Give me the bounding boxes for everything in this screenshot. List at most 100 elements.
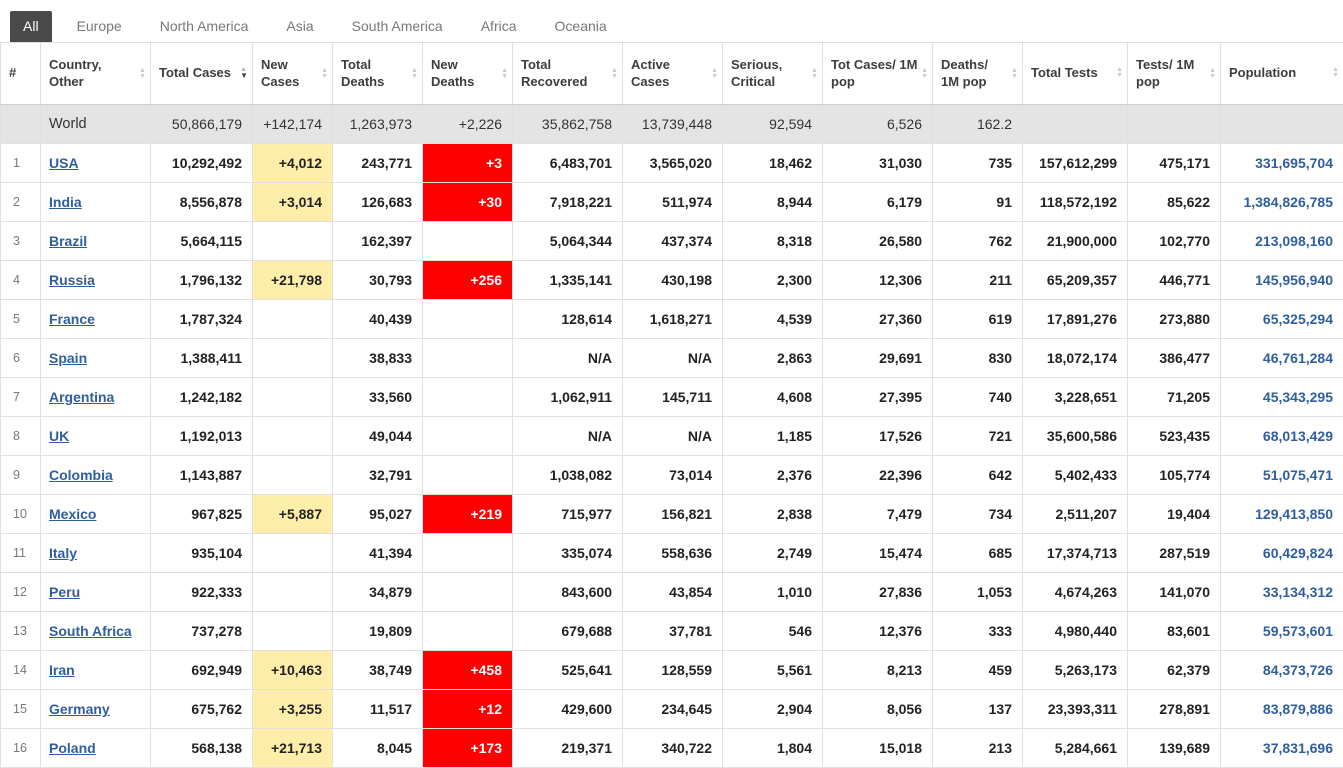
column-header-active_cases[interactable]: Active Cases▲▼	[623, 43, 723, 105]
country-link[interactable]: Russia	[49, 272, 95, 288]
tot-cases-1m-cell: 27,360	[823, 300, 933, 339]
tab-europe[interactable]: Europe	[64, 11, 135, 42]
total-cases-cell: 922,333	[151, 573, 253, 612]
country-link[interactable]: Argentina	[49, 389, 114, 405]
active-cases-cell: 156,821	[623, 495, 723, 534]
total-recovered-cell: 843,600	[513, 573, 623, 612]
country-link[interactable]: Spain	[49, 350, 87, 366]
country-link[interactable]: India	[49, 194, 82, 210]
population-link[interactable]: 65,325,294	[1263, 311, 1333, 327]
tab-north-america[interactable]: North America	[147, 11, 262, 42]
population-cell: 45,343,295	[1221, 378, 1343, 417]
tests-1m-cell: 62,379	[1128, 651, 1221, 690]
sort-toggle-icon: ▲▼	[921, 68, 928, 80]
column-header-population[interactable]: Population▲▼	[1221, 43, 1343, 105]
population-link[interactable]: 83,879,886	[1263, 701, 1333, 717]
column-header-deaths_1m[interactable]: Deaths/ 1M pop▲▼	[933, 43, 1023, 105]
column-header-total_deaths[interactable]: Total Deaths▲▼	[333, 43, 423, 105]
total-recovered-cell: N/A	[513, 339, 623, 378]
column-header-country[interactable]: Country, Other▲▼	[41, 43, 151, 105]
column-header-serious_critical[interactable]: Serious, Critical▲▼	[723, 43, 823, 105]
total-recovered-cell: 1,062,911	[513, 378, 623, 417]
tab-africa[interactable]: Africa	[468, 11, 530, 42]
population-link[interactable]: 145,956,940	[1255, 272, 1333, 288]
tab-south-america[interactable]: South America	[339, 11, 456, 42]
tests-1m-cell: 85,622	[1128, 183, 1221, 222]
total-deaths-cell: 95,027	[333, 495, 423, 534]
total-recovered-cell: N/A	[513, 417, 623, 456]
country-link[interactable]: Brazil	[49, 233, 87, 249]
column-header-new_deaths[interactable]: New Deaths▲▼	[423, 43, 513, 105]
country-link[interactable]: Italy	[49, 545, 77, 561]
population-link[interactable]: 33,134,312	[1263, 584, 1333, 600]
country-link[interactable]: USA	[49, 155, 79, 171]
population-cell: 60,429,824	[1221, 534, 1343, 573]
country-link[interactable]: Germany	[49, 701, 110, 717]
population-link[interactable]: 60,429,824	[1263, 545, 1333, 561]
new-cases-cell: +142,174	[253, 105, 333, 144]
population-link[interactable]: 51,075,471	[1263, 467, 1333, 483]
country-link[interactable]: Colombia	[49, 467, 113, 483]
total-cases-cell: 935,104	[151, 534, 253, 573]
tab-oceania[interactable]: Oceania	[542, 11, 620, 42]
tab-asia[interactable]: Asia	[273, 11, 326, 42]
column-header-tests_1m[interactable]: Tests/ 1M pop▲▼	[1128, 43, 1221, 105]
country-cell: Brazil	[41, 222, 151, 261]
population-cell: 83,879,886	[1221, 690, 1343, 729]
new-deaths-cell: +12	[423, 690, 513, 729]
population-link[interactable]: 45,343,295	[1263, 389, 1333, 405]
total-tests-cell: 5,402,433	[1023, 456, 1128, 495]
column-header-new_cases[interactable]: New Cases▲▼	[253, 43, 333, 105]
active-cases-cell: 1,618,271	[623, 300, 723, 339]
column-header-tot_cases_1m[interactable]: Tot Cases/ 1M pop▲▼	[823, 43, 933, 105]
column-header-total_cases[interactable]: Total Cases▲▼	[151, 43, 253, 105]
tests-1m-cell: 475,171	[1128, 144, 1221, 183]
country-cell: UK	[41, 417, 151, 456]
total-cases-cell: 10,292,492	[151, 144, 253, 183]
country-link[interactable]: France	[49, 311, 95, 327]
total-recovered-cell: 35,862,758	[513, 105, 623, 144]
population-link[interactable]: 331,695,704	[1255, 155, 1333, 171]
sort-toggle-icon: ▲▼	[711, 68, 718, 80]
column-header-total_recovered[interactable]: Total Recovered▲▼	[513, 43, 623, 105]
table-header: #Country, Other▲▼Total Cases▲▼New Cases▲…	[1, 43, 1343, 105]
total-deaths-cell: 30,793	[333, 261, 423, 300]
tab-all[interactable]: All	[10, 11, 52, 42]
column-header-total_tests[interactable]: Total Tests▲▼	[1023, 43, 1128, 105]
population-link[interactable]: 84,373,726	[1263, 662, 1333, 678]
deaths-1m-cell: 642	[933, 456, 1023, 495]
total-tests-cell: 17,374,713	[1023, 534, 1128, 573]
total-tests-cell: 4,980,440	[1023, 612, 1128, 651]
population-link[interactable]: 37,831,696	[1263, 740, 1333, 756]
population-cell: 37,831,696	[1221, 729, 1343, 768]
total-tests-cell: 5,263,173	[1023, 651, 1128, 690]
population-link[interactable]: 129,413,850	[1255, 506, 1333, 522]
new-cases-cell	[253, 222, 333, 261]
rank-cell: 10	[1, 495, 41, 534]
country-link[interactable]: UK	[49, 428, 69, 444]
new-cases-cell	[253, 534, 333, 573]
country-link[interactable]: Poland	[49, 740, 96, 756]
population-link[interactable]: 1,384,826,785	[1243, 194, 1333, 210]
new-deaths-cell: +30	[423, 183, 513, 222]
population-link[interactable]: 59,573,601	[1263, 623, 1333, 639]
country-link[interactable]: Peru	[49, 584, 80, 600]
country-cell: Colombia	[41, 456, 151, 495]
population-link[interactable]: 46,761,284	[1263, 350, 1333, 366]
country-link[interactable]: South Africa	[49, 623, 132, 639]
tests-1m-cell	[1128, 105, 1221, 144]
country-cell: Germany	[41, 690, 151, 729]
population-link[interactable]: 213,098,160	[1255, 233, 1333, 249]
population-link[interactable]: 68,013,429	[1263, 428, 1333, 444]
active-cases-cell: 37,781	[623, 612, 723, 651]
country-link[interactable]: Iran	[49, 662, 75, 678]
new-deaths-cell	[423, 378, 513, 417]
country-link[interactable]: Mexico	[49, 506, 96, 522]
sort-toggle-icon: ▲▼	[1011, 68, 1018, 80]
deaths-1m-cell: 735	[933, 144, 1023, 183]
